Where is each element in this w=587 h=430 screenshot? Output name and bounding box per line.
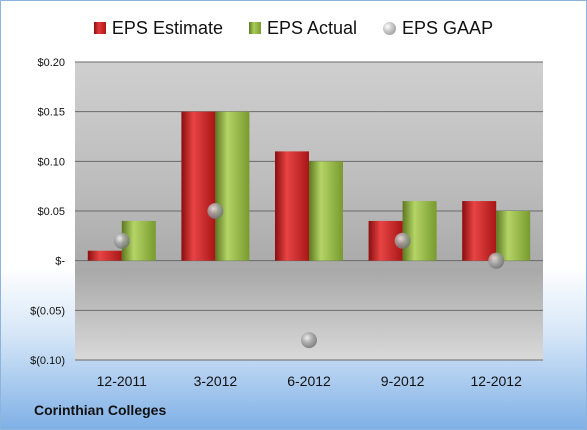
legend-label-estimate: EPS Estimate xyxy=(111,17,223,38)
legend-swatch-actual xyxy=(248,22,261,34)
bar-actual xyxy=(309,161,343,261)
bars xyxy=(87,111,531,261)
x-tick-label: 9-2012 xyxy=(381,373,425,389)
y-tick-label: $0.15 xyxy=(37,107,65,119)
company-name: Corinthian Colleges xyxy=(34,402,167,418)
legend-swatch-gaap xyxy=(383,21,397,35)
gaap-markers xyxy=(113,203,505,349)
marker-gaap xyxy=(207,203,224,219)
bar-estimate xyxy=(462,201,497,261)
y-tick-label: $- xyxy=(55,256,65,268)
y-tick-label: $(0.10) xyxy=(30,355,65,367)
marker-gaap xyxy=(394,232,411,249)
marker-gaap xyxy=(301,332,317,349)
legend-item-gaap: EPS GAAP xyxy=(383,18,493,39)
bar-actual xyxy=(215,111,250,261)
x-tick-label: 3-2012 xyxy=(194,373,238,389)
legend-label-actual: EPS Actual xyxy=(266,17,358,38)
bar-estimate xyxy=(275,151,309,261)
legend-item-actual: EPS Actual xyxy=(248,17,358,39)
marker-gaap xyxy=(113,232,130,249)
y-axis-ticks: $0.20 $0.15 $0.10 $0.05 $- $(0.05) $(0.10) xyxy=(30,57,65,367)
bar-estimate xyxy=(181,111,216,261)
legend: EPS Estimate EPS Actual EPS GAAP xyxy=(0,17,587,39)
y-tick-label: $0.05 xyxy=(37,206,65,218)
y-tick-label: $0.20 xyxy=(37,57,65,69)
marker-gaap xyxy=(488,252,505,269)
x-axis-ticks: 12-2011 3-2012 6-2012 9-2012 12-2012 xyxy=(97,373,522,389)
bar-actual xyxy=(496,211,531,261)
y-tick-label: $0.10 xyxy=(37,156,65,168)
legend-item-estimate: EPS Estimate xyxy=(93,17,223,39)
x-tick-label: 12-2012 xyxy=(471,373,523,389)
legend-label-gaap: EPS GAAP xyxy=(402,17,494,38)
bar-actual xyxy=(402,201,437,261)
bar-estimate xyxy=(87,250,122,261)
x-tick-label: 12-2011 xyxy=(97,373,148,389)
x-tick-label: 6-2012 xyxy=(287,373,331,389)
legend-swatch-estimate xyxy=(93,22,106,34)
y-tick-label: $(0.05) xyxy=(30,305,65,317)
